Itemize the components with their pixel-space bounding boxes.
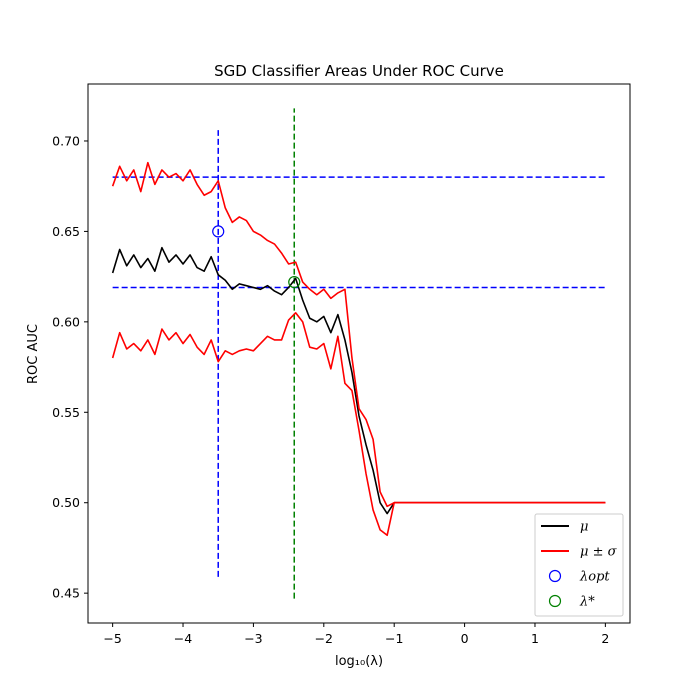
legend-label: μ ± σ bbox=[580, 545, 618, 560]
plot-area bbox=[111, 108, 606, 599]
x-tick-label: −4 bbox=[174, 631, 192, 646]
x-tick-label: −3 bbox=[244, 631, 262, 646]
y-axis-label: ROC AUC bbox=[26, 324, 41, 384]
legend-marker-lambda-opt bbox=[548, 569, 562, 583]
marker-lambda-star bbox=[288, 275, 301, 289]
x-tick-label: 2 bbox=[601, 631, 609, 646]
y-tick-label: 0.65 bbox=[52, 224, 80, 239]
series-line-mean bbox=[111, 246, 606, 515]
x-tick-label: −1 bbox=[385, 631, 403, 646]
series-line-mean-minus-sigma bbox=[111, 312, 606, 537]
chart-title: SGD Classifier Areas Under ROC Curve bbox=[214, 62, 504, 80]
legend-box bbox=[534, 513, 624, 617]
legend-label: μ bbox=[580, 520, 588, 535]
legend-label: λopt bbox=[579, 570, 610, 585]
marker-lambda-opt bbox=[212, 225, 225, 238]
series-line-mean-plus-sigma bbox=[111, 161, 606, 508]
legend: μ μ ± σ λopt λ* bbox=[534, 513, 624, 617]
y-tick-label: 0.70 bbox=[52, 133, 80, 148]
y-axis-ticks: 0.45 0.50 0.55 0.60 0.65 0.70 bbox=[52, 133, 88, 601]
x-axis-label: log₁₀(λ) bbox=[335, 654, 383, 669]
y-tick-label: 0.50 bbox=[52, 495, 80, 510]
legend-label: λ* bbox=[579, 595, 595, 610]
y-tick-label: 0.45 bbox=[52, 586, 80, 601]
y-tick-label: 0.60 bbox=[52, 314, 80, 329]
x-tick-label: 1 bbox=[531, 631, 539, 646]
x-tick-label: −5 bbox=[103, 631, 121, 646]
x-tick-label: 0 bbox=[461, 631, 469, 646]
y-tick-label: 0.55 bbox=[52, 405, 80, 420]
axes-frame bbox=[87, 83, 631, 624]
legend-marker-lambda-star bbox=[548, 594, 562, 608]
x-tick-label: −2 bbox=[315, 631, 333, 646]
x-axis-ticks: −5 −4 −3 −2 −1 0 1 2 bbox=[103, 623, 609, 646]
